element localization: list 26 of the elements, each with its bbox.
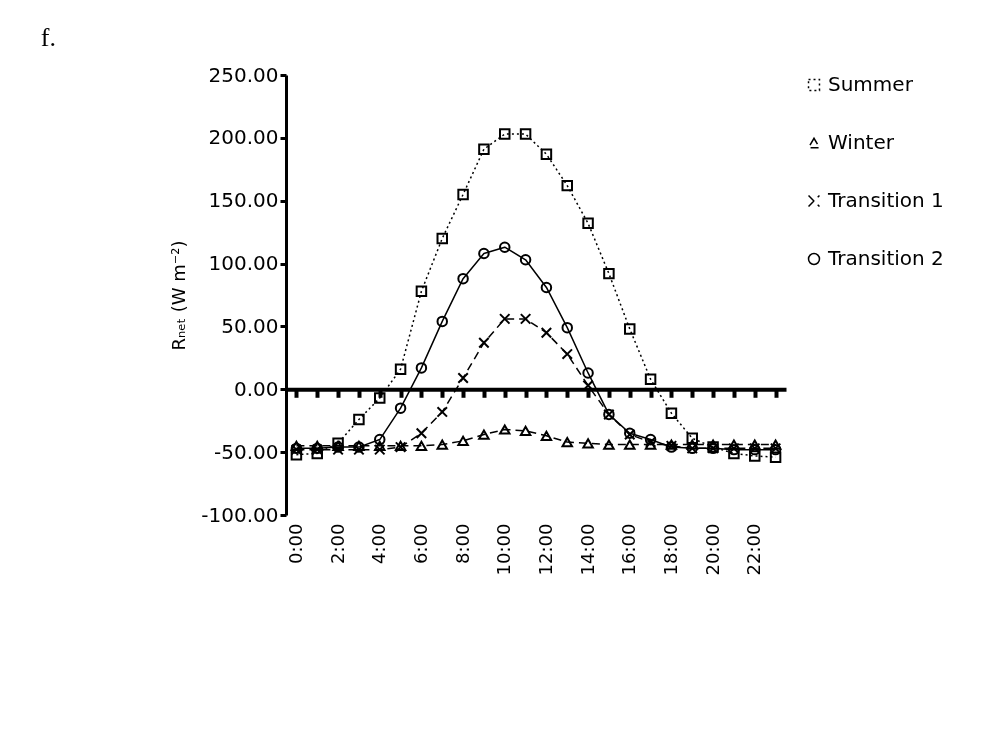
legend-label: Transition 2 <box>827 246 944 270</box>
x-tick-label: 10:00 <box>493 523 515 576</box>
x-tick-label: 20:00 <box>701 523 723 576</box>
x-tick-label: 8:00 <box>451 523 473 564</box>
legend-label: Transition 1 <box>827 188 944 212</box>
y-tick-label: -50.00 <box>214 439 279 464</box>
x-tick-label: 16:00 <box>618 523 640 576</box>
y-tick-label: -100.00 <box>201 502 279 527</box>
x-tick-label: 22:00 <box>743 523 765 576</box>
legend-label: Winter <box>828 130 895 154</box>
x-tick-label: 14:00 <box>576 523 598 576</box>
legend-label: Summer <box>828 72 914 96</box>
y-tick-label: 100.00 <box>208 251 279 276</box>
y-axis-title: Rₙₑₜ (W m⁻²) <box>168 240 190 351</box>
y-tick-label: 250.00 <box>208 62 279 87</box>
x-tick-label: 0:00 <box>284 523 306 564</box>
y-tick-label: 0.00 <box>233 376 279 401</box>
x-tick-label: 6:00 <box>409 523 431 564</box>
y-tick-label: 200.00 <box>208 125 279 150</box>
text: f. <box>40 23 56 52</box>
x-tick-label: 18:00 <box>659 523 681 576</box>
x-tick-label: 12:00 <box>534 523 556 576</box>
x-tick-label: 2:00 <box>326 523 348 564</box>
y-tick-label: 150.00 <box>208 188 279 213</box>
x-tick-label: 4:00 <box>368 523 390 564</box>
y-tick-label: 50.00 <box>221 313 279 338</box>
